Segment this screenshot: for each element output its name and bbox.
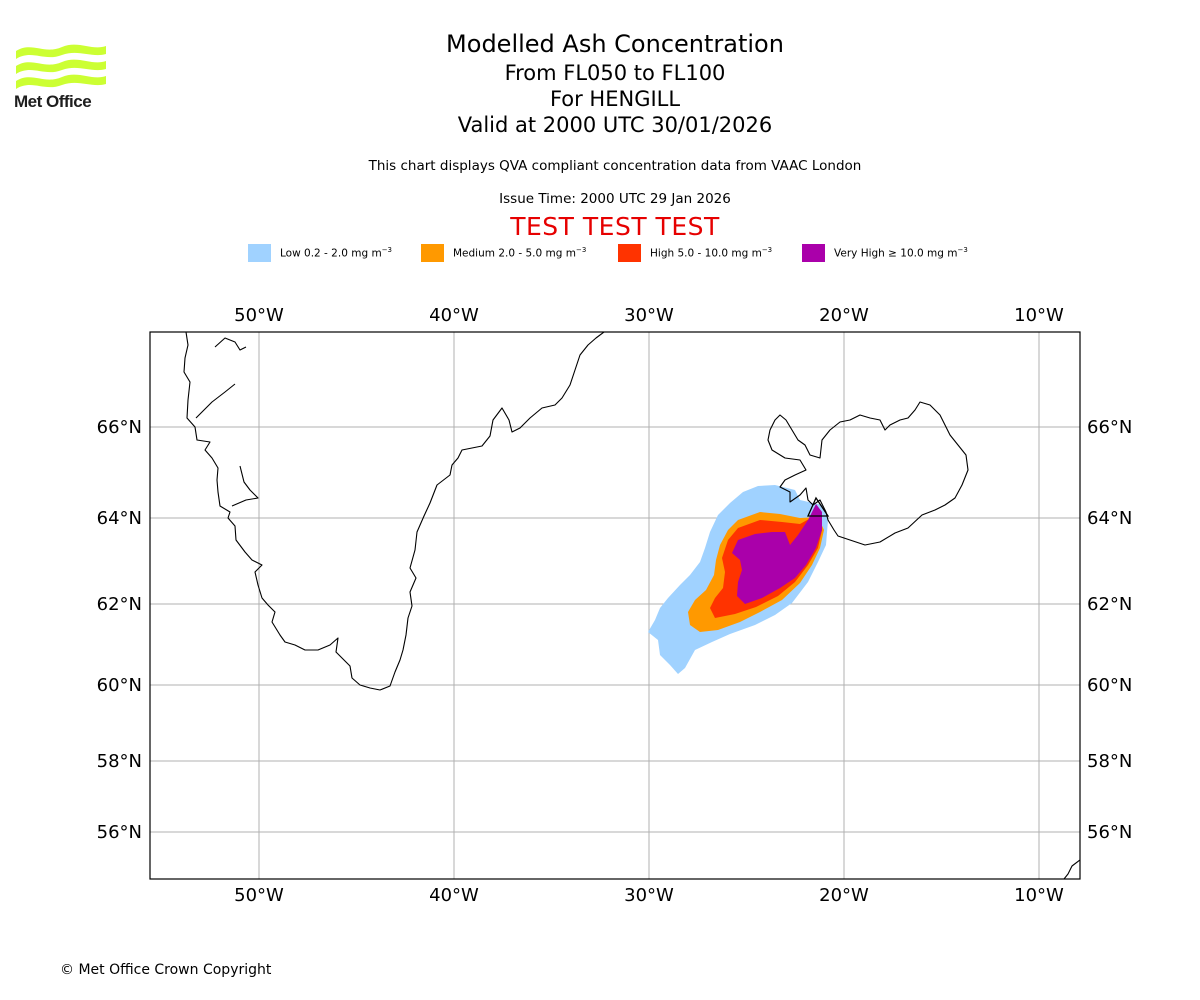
lon-label-bottom-20w: 20°W	[819, 885, 869, 906]
lat-label-left-64n: 64°N	[97, 508, 142, 529]
legend-item-very-high: Very High ≥ 10.0 mg m−3	[802, 244, 968, 262]
lat-label-right-64n: 64°N	[1087, 508, 1132, 529]
coastlines	[183, 332, 1080, 879]
legend-exp-low: −3	[381, 246, 393, 255]
lon-label-top-30w: 30°W	[624, 305, 674, 326]
legend-swatch-medium	[421, 244, 444, 262]
flight-levels: From FL050 to FL100	[504, 61, 726, 85]
map-frame	[149, 331, 1081, 880]
lat-label-left-56n: 56°N	[97, 822, 142, 843]
lon-label-bottom-40w: 40°W	[429, 885, 479, 906]
lat-label-right-66n: 66°N	[1087, 417, 1132, 438]
legend-label-medium: Medium 2.0 - 5.0 mg m	[453, 247, 576, 260]
legend-label-very-high: Very High ≥ 10.0 mg m	[834, 247, 958, 260]
lon-label-bottom-10w: 10°W	[1014, 885, 1064, 906]
valid-time: Valid at 2000 UTC 30/01/2026	[457, 113, 773, 137]
lon-label-bottom-50w: 50°W	[234, 885, 284, 906]
greenland-fjord	[214, 337, 247, 351]
legend-label-high: High 5.0 - 10.0 mg m	[650, 247, 762, 260]
lat-label-right-58n: 58°N	[1087, 751, 1132, 772]
legend-item-high: High 5.0 - 10.0 mg m−3	[618, 244, 772, 262]
lon-label-top-10w: 10°W	[1014, 305, 1064, 326]
legend-item-medium: Medium 2.0 - 5.0 mg m−3	[421, 244, 586, 262]
volcano-marker-icon	[806, 496, 830, 517]
logo-text: Met Office	[14, 92, 92, 111]
iceland-coastline	[767, 401, 969, 546]
iceland-coastline-2	[1063, 859, 1080, 879]
lat-label-left-58n: 58°N	[97, 751, 142, 772]
chart-title: Modelled Ash Concentration	[446, 30, 784, 58]
chart-title-block: Modelled Ash Concentration From FL050 to…	[30, 28, 1200, 138]
map-gridlines	[150, 332, 1080, 879]
greenland-coastline	[183, 332, 605, 691]
lon-label-bottom-30w: 30°W	[624, 885, 674, 906]
lat-label-right-60n: 60°N	[1087, 675, 1132, 696]
greenland-fjord-2	[195, 383, 236, 419]
ash-very-high-region	[732, 504, 822, 604]
legend-swatch-low	[248, 244, 271, 262]
lon-label-top-40w: 40°W	[429, 305, 479, 326]
legend-swatch-very-high	[802, 244, 825, 262]
legend-exp-high: −3	[761, 246, 773, 255]
ash-plume	[648, 485, 828, 674]
lat-label-right-56n: 56°N	[1087, 822, 1132, 843]
legend-swatch-high	[618, 244, 641, 262]
lat-label-left-60n: 60°N	[97, 675, 142, 696]
lon-label-top-50w: 50°W	[234, 305, 284, 326]
legend-exp-very-high: −3	[957, 246, 968, 255]
legend-item-low: Low 0.2 - 2.0 mg m−3	[248, 244, 392, 262]
qva-note: This chart displays QVA compliant concen…	[368, 158, 862, 174]
volcano-name: For HENGILL	[549, 87, 681, 111]
copyright: © Met Office Crown Copyright	[60, 962, 272, 978]
lon-label-top-20w: 20°W	[819, 305, 869, 326]
met-office-logo-icon	[16, 44, 106, 89]
legend-exp-medium: −3	[575, 246, 587, 255]
legend-label-low: Low 0.2 - 2.0 mg m	[280, 247, 382, 260]
lat-label-right-62n: 62°N	[1087, 594, 1132, 615]
test-banner: TEST TEST TEST	[510, 212, 720, 241]
issue-time: Issue Time: 2000 UTC 29 Jan 2026	[499, 191, 731, 207]
greenland-fjord-3	[231, 465, 259, 507]
lat-label-left-66n: 66°N	[97, 417, 142, 438]
lat-label-left-62n: 62°N	[97, 594, 142, 615]
